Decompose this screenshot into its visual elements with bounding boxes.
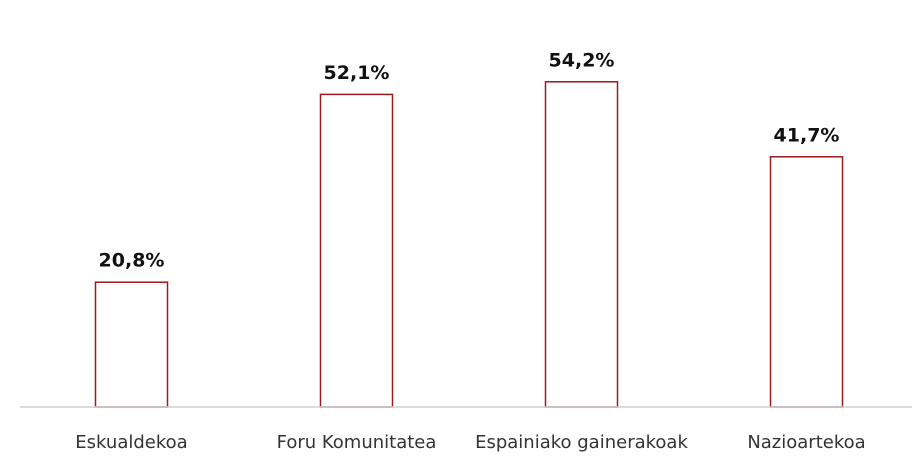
value-label: 52,1% <box>324 62 390 84</box>
bar <box>544 81 619 408</box>
x-tick-label: Foru Komunitatea <box>277 432 437 453</box>
bar <box>319 93 394 408</box>
value-label: 41,7% <box>774 124 840 146</box>
x-tick-label: Eskualdekoa <box>75 432 187 453</box>
bar <box>769 156 844 408</box>
value-label: 54,2% <box>549 49 615 71</box>
bar <box>94 281 169 408</box>
value-label: 20,8% <box>99 250 165 272</box>
x-tick-label: Nazioartekoa <box>747 432 865 453</box>
x-tick-label: Espainiako gainerakoak <box>475 432 688 453</box>
